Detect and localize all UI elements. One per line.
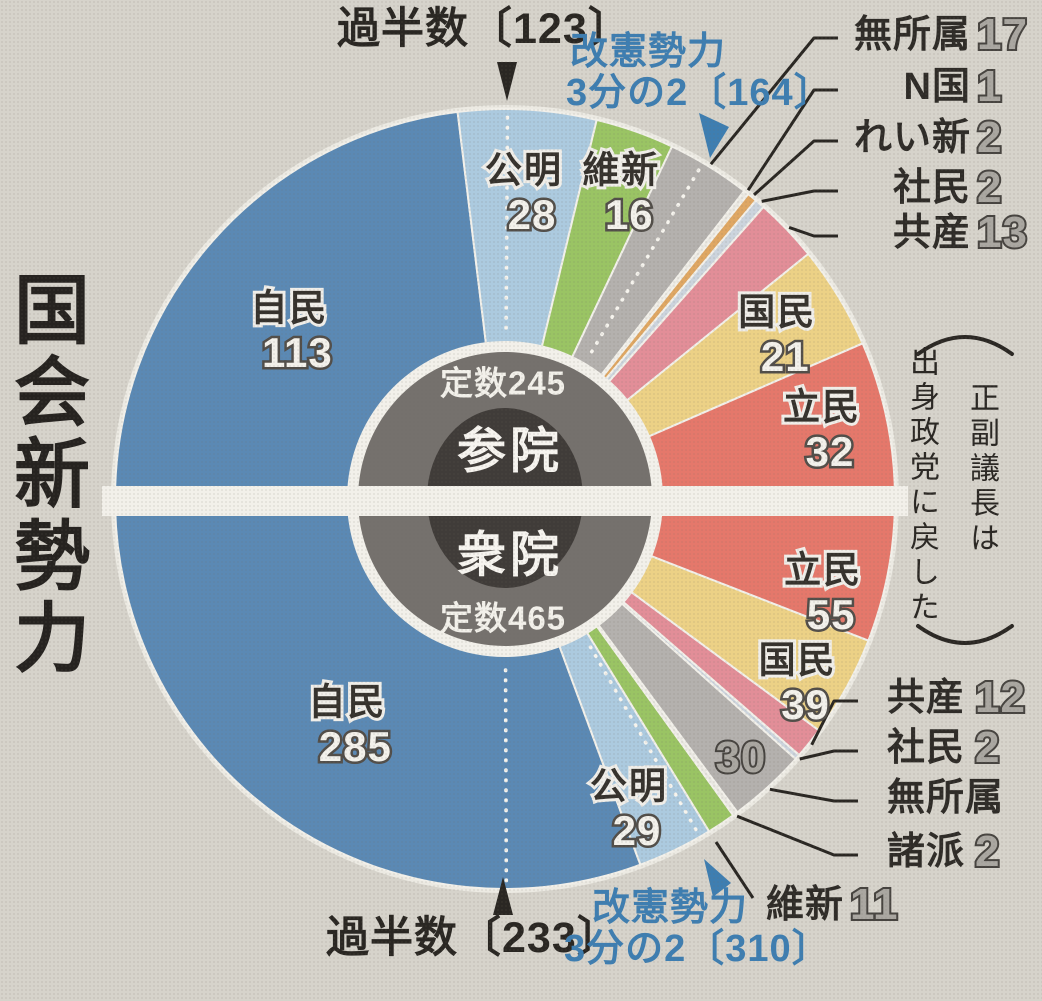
- page-title: 国会新勢力: [2, 270, 87, 680]
- lower-house-name: 衆院: [456, 528, 564, 583]
- side-note-right-column: 正副議長は: [965, 382, 998, 557]
- sector-name-upper-ishin: 維新: [579, 148, 661, 191]
- callout-line-lower-ishin: [714, 841, 755, 899]
- callout-value-upper-mushozoku: 17: [975, 10, 1029, 59]
- callout-line-upper-kyosan: [788, 225, 838, 238]
- sector-value-lower-mushozoku: 30: [713, 732, 767, 782]
- callout-line-lower-kyosan: [810, 699, 858, 746]
- callout-line-upper-reiwa-shin: [752, 139, 838, 197]
- sector-name-lower-kokumin: 国民: [756, 639, 838, 682]
- lower-majority-arrow-icon: [493, 877, 513, 915]
- upper-house-seats-total: 定数245: [439, 364, 567, 402]
- upper-majority-label: 過半数〔123〕: [337, 5, 632, 53]
- callout-value-upper-shamin: 2: [975, 163, 1004, 212]
- sector-value-upper-komei: 28: [505, 190, 558, 238]
- sector-value-lower-komei: 29: [610, 807, 663, 855]
- upper-amendment-label-line1: 改憲勢力: [570, 31, 727, 73]
- majority-marker-upper: [504, 111, 510, 330]
- sector-value-upper-ritsumin: 32: [803, 428, 856, 476]
- side-note-left-column: 出身政党に戻した: [905, 346, 938, 626]
- upper-majority-arrow-icon: [497, 62, 517, 101]
- callout-name-upper-n-koku: N国: [903, 66, 971, 108]
- sector-name-lower-jimin: 自民: [305, 680, 387, 723]
- sector-name-lower-ritsumin: 立民: [781, 549, 863, 592]
- amendment-marker-lower: [588, 645, 700, 836]
- upper-amendment-label-line2: 3分の2〔164〕: [566, 72, 833, 114]
- callout-name-lower-mushozoku: 無所属: [887, 777, 1005, 819]
- sector-value-lower-ritsumin: 55: [804, 591, 857, 639]
- callout-line-upper-n-koku: [746, 88, 838, 192]
- callout-name-upper-shamin: 社民: [892, 167, 971, 209]
- callout-value-upper-n-koku: 1: [975, 62, 1004, 111]
- sector-value-lower-kokumin: 39: [779, 681, 832, 729]
- sector-value-upper-kokumin: 21: [758, 333, 811, 381]
- callout-name-upper-reiwa-shin: れい新: [853, 117, 971, 159]
- callout-line-upper-mushozoku: [709, 36, 838, 166]
- callout-name-lower-shamin: 社民: [887, 727, 966, 769]
- callout-line-lower-shamin: [799, 749, 858, 761]
- callout-line-lower-mushozoku: [769, 787, 858, 803]
- lower-majority-label: 過半数〔233〕: [326, 914, 621, 962]
- sector-name-lower-komei: 公明: [587, 765, 669, 808]
- callout-name-lower-ishin: 維新: [766, 884, 845, 926]
- houses-divider-band: [102, 486, 908, 516]
- callout-name-upper-kyosan: 共産: [892, 212, 971, 254]
- sector-value-upper-ishin: 16: [602, 190, 655, 238]
- callout-value-upper-kyosan: 13: [975, 208, 1029, 257]
- sector-name-upper-kokumin: 国民: [735, 291, 817, 334]
- sector-upper-komei: [456, 107, 598, 500]
- amendment-marker-upper: [589, 164, 703, 354]
- sector-name-upper-ritsumin: 立民: [780, 386, 862, 429]
- callout-name-lower-shoha: 諸派: [887, 831, 966, 873]
- sector-name-upper-jimin: 自民: [247, 287, 329, 330]
- majority-marker-lower: [503, 668, 509, 887]
- lower-amendment-label-line1: 改憲勢力: [592, 887, 749, 929]
- callout-name-lower-kyosan: 共産: [887, 677, 966, 719]
- callout-value-lower-shamin: 2: [973, 723, 1002, 772]
- callout-line-upper-shamin: [761, 189, 838, 203]
- callout-line-lower-shoha: [736, 814, 858, 857]
- lower-house-seats-total: 定数465: [439, 599, 567, 637]
- callout-name-upper-mushozoku: 無所属: [853, 14, 971, 56]
- note-paren-bottom-icon: [916, 624, 1014, 645]
- lower-amendment-label-line2: 3分の2〔310〕: [564, 928, 831, 970]
- lower-amendment-arrow-icon: [704, 859, 731, 897]
- callout-value-lower-kyosan: 12: [973, 673, 1027, 722]
- sector-name-upper-komei: 公明: [482, 148, 564, 191]
- upper-amendment-arrow-icon: [699, 113, 729, 158]
- callout-value-lower-ishin: 11: [848, 880, 899, 929]
- sector-value-upper-jimin: 113: [259, 329, 334, 377]
- upper-house-name: 参院: [456, 424, 564, 479]
- note-paren-top-icon: [916, 335, 1014, 356]
- callout-value-lower-shoha: 2: [973, 827, 1002, 876]
- sector-value-lower-jimin: 285: [316, 722, 393, 770]
- callout-value-upper-reiwa-shin: 2: [975, 113, 1004, 162]
